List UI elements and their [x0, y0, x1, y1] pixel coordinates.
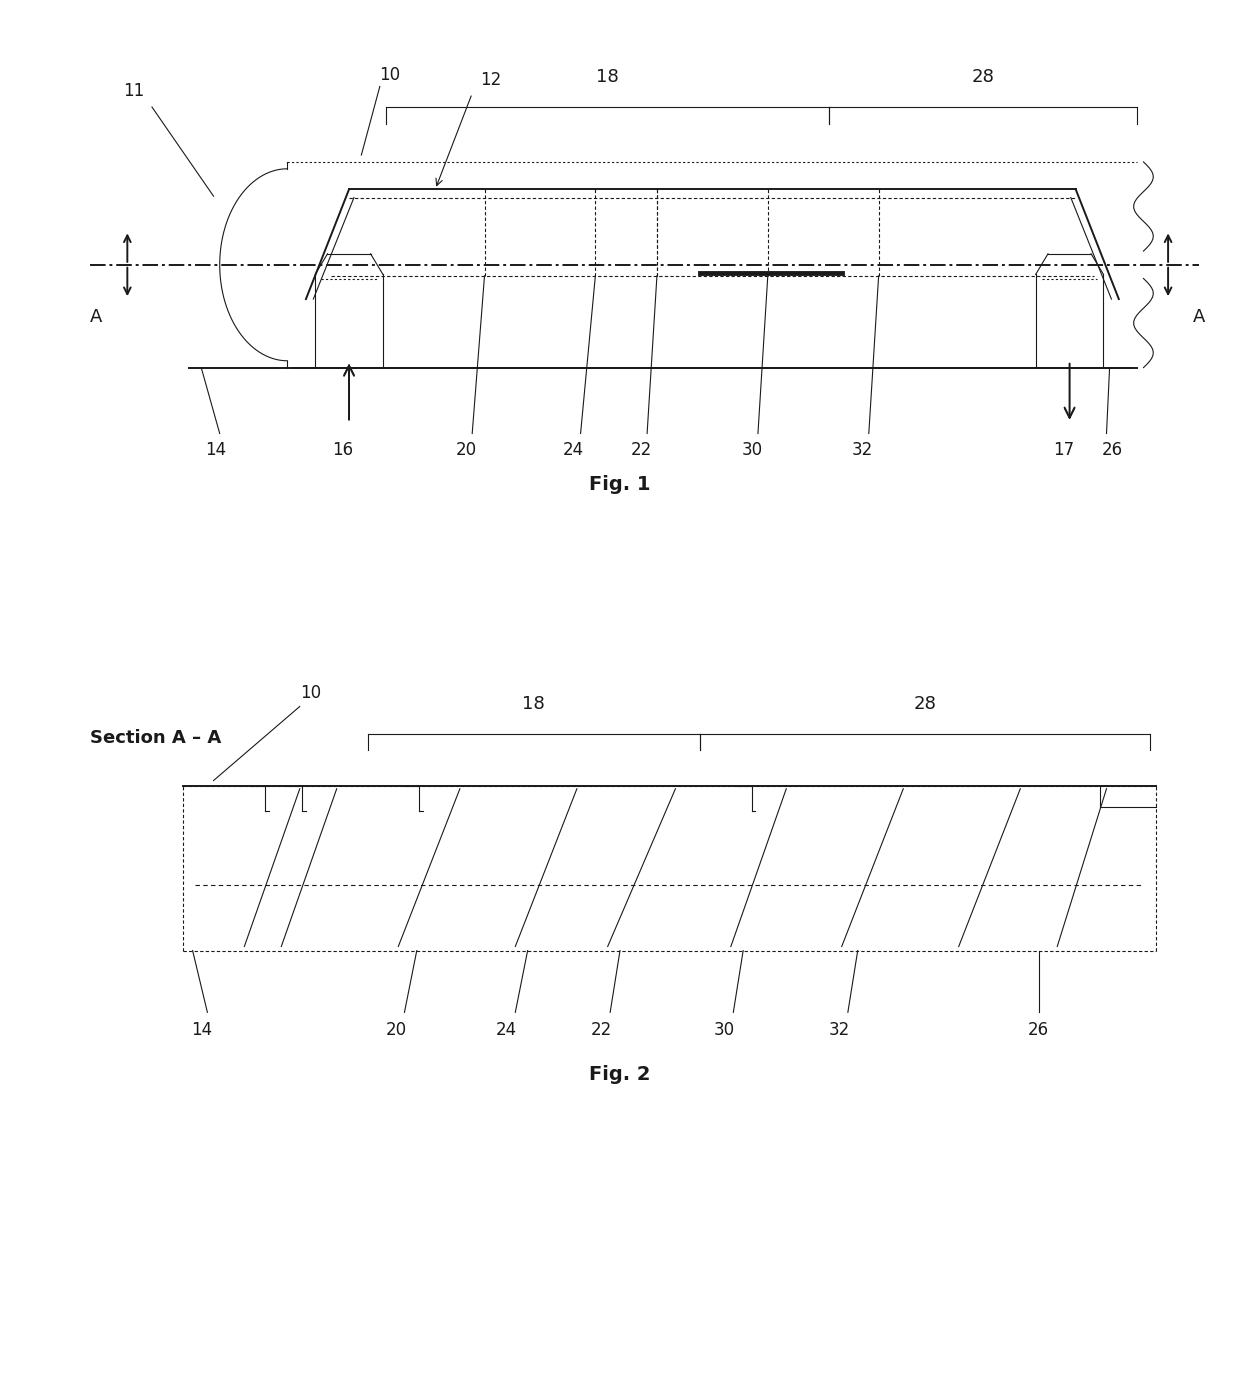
- Text: 22: 22: [630, 442, 651, 460]
- Text: 12: 12: [480, 70, 501, 88]
- Text: 28: 28: [914, 694, 936, 712]
- Text: Fig. 2: Fig. 2: [589, 1064, 651, 1083]
- Text: 14: 14: [206, 442, 227, 460]
- Text: 26: 26: [1028, 1021, 1049, 1039]
- Text: 28: 28: [972, 68, 994, 86]
- Text: 26: 26: [1102, 442, 1123, 460]
- Text: 30: 30: [742, 442, 763, 460]
- Text: Section A – A: Section A – A: [91, 729, 222, 747]
- Text: 30: 30: [714, 1021, 735, 1039]
- Text: 14: 14: [191, 1021, 212, 1039]
- Text: A: A: [91, 308, 103, 326]
- Text: 24: 24: [563, 442, 584, 460]
- Text: 18: 18: [522, 694, 546, 712]
- Text: 32: 32: [852, 442, 873, 460]
- Text: 20: 20: [455, 442, 476, 460]
- Text: 32: 32: [828, 1021, 849, 1039]
- Text: A: A: [1193, 308, 1205, 326]
- Text: 18: 18: [596, 68, 619, 86]
- Text: 16: 16: [332, 442, 353, 460]
- Text: 24: 24: [496, 1021, 517, 1039]
- Text: Fig. 1: Fig. 1: [589, 475, 651, 494]
- Text: 20: 20: [386, 1021, 407, 1039]
- Text: 11: 11: [123, 81, 144, 99]
- Text: 17: 17: [1053, 442, 1074, 460]
- Text: 10: 10: [379, 66, 401, 84]
- Text: 10: 10: [300, 683, 321, 702]
- Text: 22: 22: [591, 1021, 613, 1039]
